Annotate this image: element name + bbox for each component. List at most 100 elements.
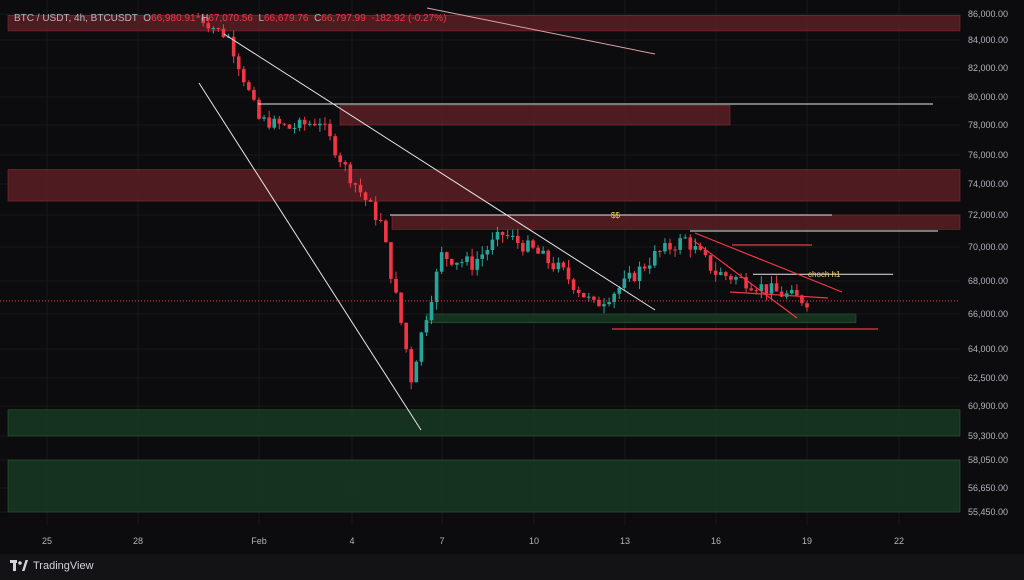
- zone-support: [7, 409, 961, 437]
- candle-up: [612, 293, 616, 303]
- candle-up: [627, 272, 632, 279]
- channel-line: [694, 232, 843, 293]
- candle-down: [353, 183, 358, 185]
- level-label: choch h1: [808, 270, 841, 279]
- candle-up: [607, 302, 611, 305]
- candle-up: [663, 243, 667, 252]
- candle-up: [587, 296, 591, 298]
- candle-down: [373, 201, 378, 220]
- candle-down: [247, 82, 251, 90]
- candle-down: [521, 243, 525, 252]
- candle-up: [617, 287, 622, 294]
- channel-line: [729, 291, 829, 299]
- candle-down: [201, 16, 205, 24]
- candle-down: [688, 237, 693, 250]
- price-tick-label: 82,000.00: [968, 63, 1008, 73]
- candle-down: [531, 240, 535, 248]
- time-tick-label: Feb: [251, 536, 267, 546]
- time-axis: 25 28 Feb 4 7 10 13 16 19 22: [42, 536, 904, 546]
- candle-down: [749, 288, 753, 291]
- open-value: 66,980.91: [151, 13, 196, 24]
- candle-down: [658, 251, 662, 253]
- candle-down: [470, 256, 474, 270]
- candle-down: [394, 278, 398, 293]
- candle-up: [622, 278, 627, 288]
- low-value: 66,679.76: [264, 13, 309, 24]
- symbol-header: BTC / USDT, 4h, BTCUSDT O66,980.91 H67,0…: [14, 13, 446, 24]
- candle-down: [703, 249, 708, 256]
- low-label: L: [258, 13, 264, 24]
- candle-down: [277, 118, 282, 124]
- tradingview-logo[interactable]: TradingView: [10, 559, 94, 573]
- candle-down: [739, 277, 743, 279]
- candle-down: [505, 235, 510, 237]
- candle-up: [495, 231, 500, 240]
- price-tick-label: 84,000.00: [968, 35, 1008, 45]
- price-tick-label: 72,000.00: [968, 210, 1008, 220]
- candle-up: [465, 256, 469, 263]
- candle-down: [668, 243, 672, 250]
- candle-up: [439, 252, 444, 272]
- candle-up: [475, 258, 479, 270]
- price-tick-label: 74,000.00: [968, 179, 1008, 189]
- candle-down: [561, 262, 566, 268]
- candle-up: [262, 117, 266, 119]
- candle-down: [343, 162, 348, 165]
- candle-down: [724, 272, 728, 276]
- candle-up: [460, 262, 464, 264]
- candle-down: [384, 220, 388, 243]
- candle-down: [551, 263, 556, 270]
- candle-up: [637, 266, 642, 282]
- candle-up: [510, 235, 515, 237]
- candle-down: [754, 290, 759, 292]
- candle-down: [267, 117, 271, 128]
- price-axis: 86,000.00 84,000.00 82,000.00 80,000.00 78,0…: [968, 9, 1008, 517]
- candle-up: [211, 28, 216, 30]
- price-tick-label: 68,000.00: [968, 276, 1008, 286]
- candle-down: [795, 290, 799, 296]
- candle-up: [480, 254, 485, 259]
- candle-down: [642, 266, 647, 269]
- candle-down: [571, 279, 576, 290]
- candle-down: [221, 28, 226, 38]
- time-tick-label: 7: [439, 536, 444, 546]
- candle-down: [805, 303, 809, 308]
- time-tick-label: 25: [42, 536, 52, 546]
- candle-up: [652, 251, 657, 266]
- zone-support: [425, 313, 857, 324]
- candle-down: [800, 295, 804, 304]
- candle-down: [389, 242, 393, 279]
- candle-down: [744, 277, 748, 289]
- zone-resistance: [7, 169, 961, 202]
- descending-trendline: [223, 33, 656, 311]
- lower-channel-line: [198, 82, 422, 431]
- candle-down: [282, 123, 287, 125]
- price-chart[interactable]: $$ choch h1 86,000.00 84,000.00 82,000.00 80…: [0, 0, 1024, 554]
- candle-down: [729, 275, 733, 280]
- candle-down: [779, 291, 784, 297]
- candle-up: [297, 119, 302, 128]
- candle-down: [713, 270, 718, 275]
- time-tick-label: 4: [349, 536, 354, 546]
- candle-up: [678, 238, 682, 250]
- candle-down: [241, 69, 246, 83]
- price-tick-label: 58,050.00: [968, 455, 1008, 465]
- close-label: C: [314, 13, 322, 24]
- brand-name: TradingView: [33, 560, 94, 572]
- open-label: O: [143, 13, 152, 24]
- candle-down: [444, 252, 449, 260]
- candle-down: [576, 289, 581, 293]
- price-tick-label: 80,000.00: [968, 92, 1008, 102]
- candle-down: [708, 255, 713, 271]
- candle-up: [683, 237, 688, 239]
- candle-down: [581, 292, 586, 298]
- time-tick-label: 22: [894, 536, 904, 546]
- price-tick-label: 55,450.00: [968, 507, 1008, 517]
- time-tick-label: 13: [620, 536, 630, 546]
- candle-down: [597, 299, 601, 307]
- candle-up: [541, 250, 545, 254]
- time-tick-label: 19: [802, 536, 812, 546]
- price-tick-label: 78,000.00: [968, 120, 1008, 130]
- candle-up: [272, 118, 277, 128]
- candle-down: [546, 250, 551, 264]
